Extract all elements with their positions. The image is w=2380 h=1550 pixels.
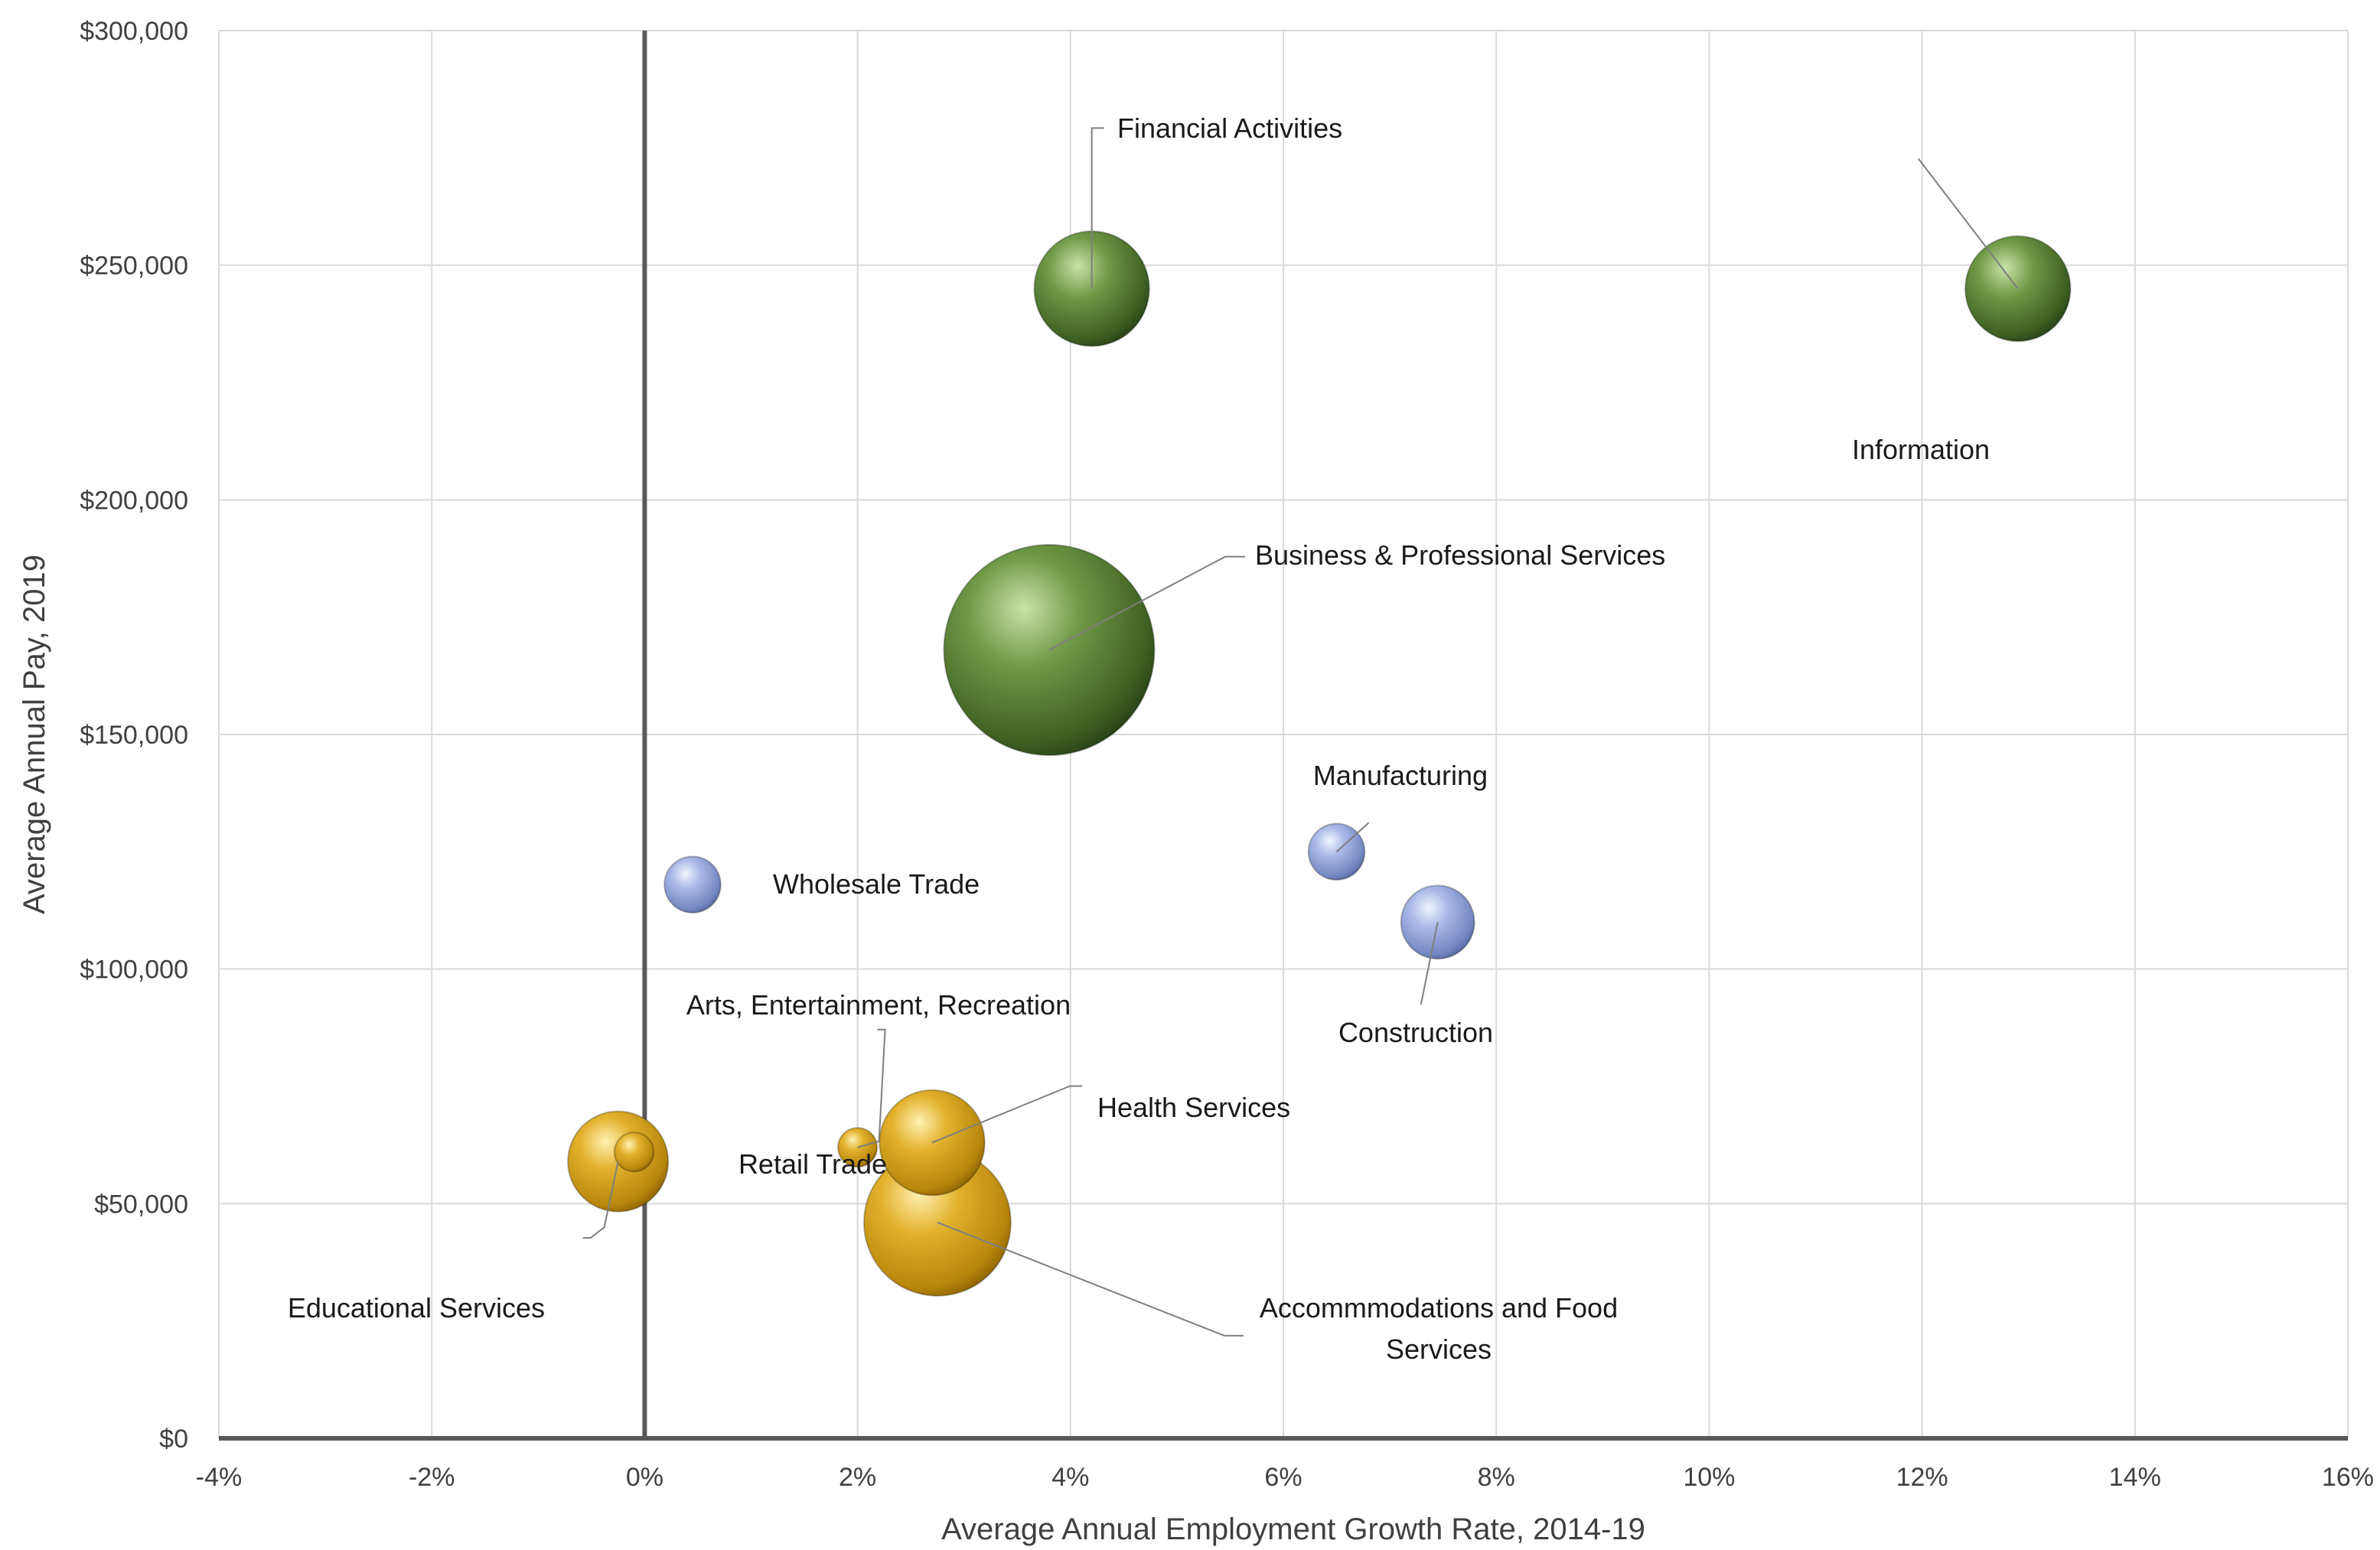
- bubble-label: Manufacturing: [1313, 760, 1488, 791]
- x-tick-label: 2%: [839, 1463, 876, 1492]
- x-tick-label: -4%: [196, 1463, 242, 1492]
- y-tick-label: $50,000: [94, 1190, 188, 1219]
- x-tick-label: 12%: [1896, 1463, 1948, 1492]
- leader-line: [1335, 822, 1370, 853]
- x-tick-label: 14%: [2109, 1463, 2161, 1492]
- leader-line: [937, 1221, 1244, 1337]
- leader-line: [582, 1161, 619, 1239]
- y-tick-label: $300,000: [80, 17, 188, 46]
- x-tick-label: 0%: [626, 1463, 663, 1492]
- leader-line: [857, 1028, 886, 1148]
- bubble-label: Financial Activities: [1117, 112, 1342, 144]
- x-tick-label: 10%: [1683, 1463, 1735, 1492]
- bubble-label: Retail Trade: [738, 1148, 887, 1180]
- bubble-label: Accommmodations and Food Services: [1260, 1292, 1618, 1365]
- y-tick-label: $150,000: [80, 721, 188, 750]
- x-tick-label: 4%: [1051, 1463, 1089, 1492]
- bubble-labels: Financial Activities Information Business …: [288, 112, 1990, 1365]
- bubble-label: Business & Professional Services: [1255, 539, 1665, 571]
- bubble-label: Information: [1852, 434, 1990, 465]
- x-tick-label: 16%: [2322, 1463, 2374, 1492]
- y-tick-label: $100,000: [80, 956, 188, 985]
- bubble: [663, 855, 722, 914]
- bubble: [613, 1132, 655, 1173]
- bubble-label: Arts, Entertainment, Recreation: [686, 989, 1071, 1021]
- x-tick-label: 6%: [1264, 1463, 1302, 1492]
- leader-lines: [582, 127, 2019, 1337]
- leader-line: [1091, 127, 1104, 289]
- leader-line: [931, 1085, 1082, 1144]
- leader-line: [1420, 922, 1439, 1005]
- y-tick-label: $250,000: [80, 252, 188, 281]
- bubble-label: Construction: [1338, 1017, 1493, 1048]
- y-tick-label: $200,000: [80, 486, 188, 515]
- y-tick-label: $0: [159, 1425, 188, 1454]
- x-tick-label: -2%: [409, 1463, 455, 1492]
- bubble-label: Educational Services: [288, 1292, 545, 1324]
- axes: -4% -2% 0% 2% 4% 6% 8% 10% 12% 14% 16% $0 $50,000 $10…: [80, 17, 2374, 1492]
- x-tick-label: 8%: [1478, 1463, 1515, 1492]
- leader-line: [1048, 555, 1245, 651]
- bubble-label: Health Services: [1097, 1092, 1290, 1123]
- y-axis-title: Average Annual Pay, 2019: [18, 555, 51, 914]
- x-axis-title: Average Annual Employment Growth Rate, 2…: [941, 1513, 1645, 1546]
- bubble-label: Wholesale Trade: [773, 868, 980, 900]
- leader-line: [1917, 158, 2019, 289]
